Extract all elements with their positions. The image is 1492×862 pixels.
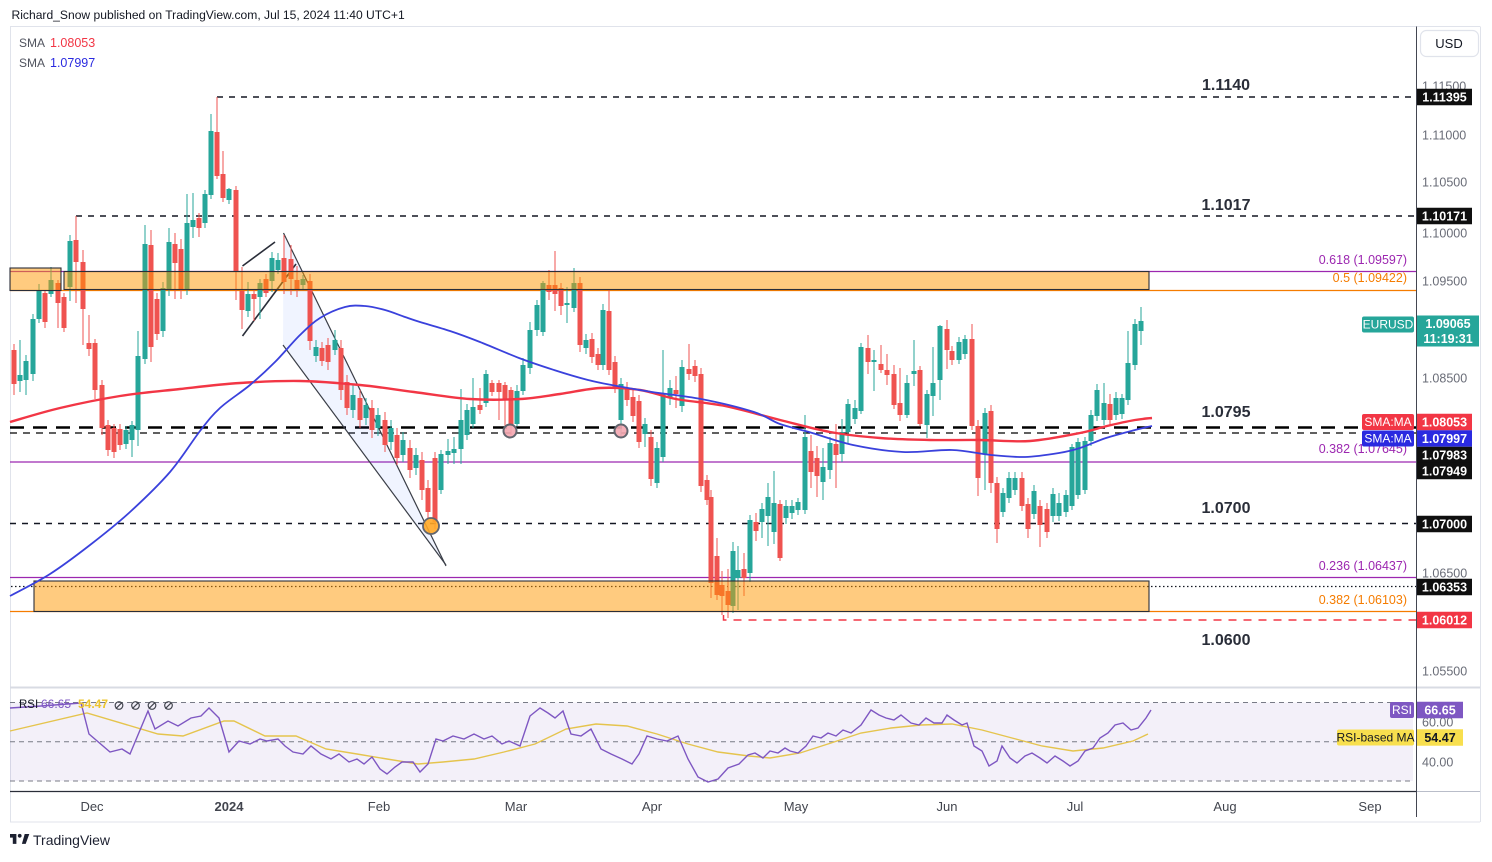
svg-text:1.09065: 1.09065 [1425, 317, 1470, 331]
svg-text:RSI-based MA: RSI-based MA [1336, 731, 1414, 745]
svg-text:1.07997: 1.07997 [50, 56, 95, 70]
svg-text:54.47: 54.47 [78, 697, 108, 711]
svg-text:40.00: 40.00 [1422, 756, 1453, 770]
svg-text:Sep: Sep [1358, 799, 1381, 814]
svg-text:1.0795: 1.0795 [1202, 404, 1251, 421]
svg-text:1.05500: 1.05500 [1422, 665, 1467, 679]
svg-text:2024: 2024 [215, 799, 245, 814]
svg-text:TradingView: TradingView [33, 832, 111, 848]
svg-text:SMA: SMA [19, 56, 45, 70]
svg-text:1.06500: 1.06500 [1422, 567, 1467, 581]
svg-text:0.5 (1.09422): 0.5 (1.09422) [1333, 271, 1407, 285]
svg-text:Mar: Mar [505, 799, 528, 814]
svg-text:60.00: 60.00 [1422, 716, 1453, 730]
svg-text:1.1140: 1.1140 [1202, 77, 1250, 94]
svg-text:1.08053: 1.08053 [1422, 415, 1467, 429]
svg-text:1.07983: 1.07983 [1422, 448, 1467, 462]
svg-text:Dec: Dec [80, 799, 104, 814]
svg-text:EURUSD: EURUSD [1363, 318, 1414, 332]
svg-text:0.236 (1.06437): 0.236 (1.06437) [1319, 559, 1407, 573]
svg-text:66.65: 66.65 [1424, 703, 1455, 717]
svg-text:SMA:MA: SMA:MA [1364, 432, 1411, 446]
svg-text:66.65: 66.65 [41, 697, 71, 711]
svg-text:54.47: 54.47 [1424, 731, 1455, 745]
svg-text:Apr: Apr [642, 799, 663, 814]
svg-text:11:19:31: 11:19:31 [1423, 332, 1472, 346]
svg-text:RSI: RSI [1392, 703, 1412, 717]
svg-text:0.382 (1.06103): 0.382 (1.06103) [1319, 593, 1407, 607]
svg-text:1.0600: 1.0600 [1202, 632, 1251, 649]
svg-text:Jun: Jun [937, 799, 958, 814]
svg-text:1.08500: 1.08500 [1422, 372, 1467, 386]
svg-text:1.07997: 1.07997 [1422, 432, 1467, 446]
svg-text:1.07949: 1.07949 [1422, 464, 1467, 478]
svg-text:1.1017: 1.1017 [1202, 197, 1251, 214]
svg-text:1.10500: 1.10500 [1422, 176, 1467, 190]
svg-text:1.11395: 1.11395 [1422, 90, 1467, 104]
svg-text:May: May [784, 799, 809, 814]
svg-text:Jul: Jul [1067, 799, 1084, 814]
svg-text:1.07000: 1.07000 [1422, 517, 1467, 531]
svg-text:1.06353: 1.06353 [1422, 580, 1467, 594]
svg-text:1.08053: 1.08053 [50, 36, 95, 50]
svg-text:0.618 (1.09597): 0.618 (1.09597) [1319, 253, 1407, 267]
svg-text:Aug: Aug [1213, 799, 1236, 814]
svg-text:Richard_Snow published on Trad: Richard_Snow published on TradingView.co… [12, 8, 405, 22]
svg-text:RSI: RSI [19, 699, 38, 711]
svg-text:SMA: SMA [19, 36, 45, 50]
svg-text:USD: USD [1435, 36, 1462, 51]
svg-text:1.10000: 1.10000 [1422, 227, 1467, 241]
svg-text:1.10171: 1.10171 [1422, 209, 1467, 223]
svg-text:1.06012: 1.06012 [1422, 613, 1467, 627]
svg-text:SMA:MA: SMA:MA [1364, 415, 1411, 429]
svg-text:1.09500: 1.09500 [1422, 275, 1467, 289]
svg-text:1.0700: 1.0700 [1202, 500, 1251, 517]
svg-text:Feb: Feb [368, 799, 390, 814]
svg-text:1.11000: 1.11000 [1422, 129, 1466, 143]
